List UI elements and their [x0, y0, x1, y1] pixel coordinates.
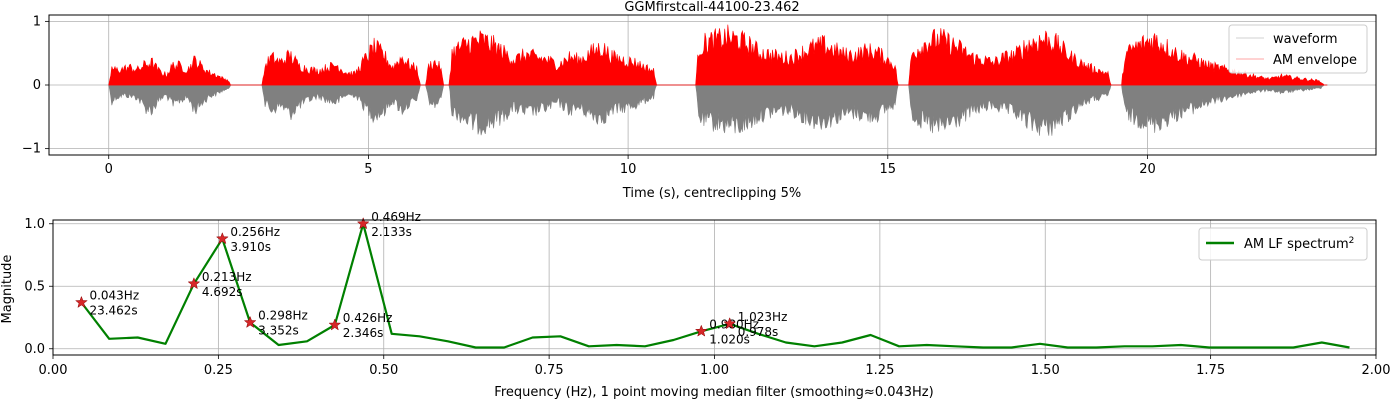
spectrum-x-tick-label: 0.50	[369, 363, 398, 378]
waveform-segment	[261, 84, 421, 124]
waveform-series	[108, 24, 1328, 136]
waveform-legend-label: waveform	[1273, 32, 1338, 47]
spectrum-line	[80, 222, 1350, 349]
spectrum-peak-frequency-label: 0.298Hz	[258, 309, 308, 323]
waveform-chart-title: GGMfirstcall-44100-23.462	[624, 0, 799, 15]
spectrum-y-tick-label: 0.0	[24, 342, 45, 357]
spectrum-peak-marker	[75, 295, 88, 308]
waveform-segment	[695, 84, 899, 134]
waveform-legend[interactable]: waveform AM envelope	[1228, 24, 1368, 74]
spectrum-peak-marker	[243, 315, 257, 328]
spectrum-peak-frequency-label: 1.023Hz	[738, 310, 788, 324]
waveform-x-tick-label: 15	[880, 162, 897, 177]
waveform-x-tick-label: 10	[620, 162, 637, 177]
spectrum-peak-period-label: 2.346s	[343, 326, 384, 340]
envelope-segment	[425, 59, 445, 86]
waveform-ticks: 0 5 10 15 20 −1 0 1	[22, 14, 1156, 177]
spectrum-legend-superscript: 2	[1349, 236, 1355, 246]
spectrum-peak-frequency-label: 0.426Hz	[343, 311, 393, 325]
spectrum-legend-name: AM LF spectrum	[1244, 237, 1349, 252]
spectrum-x-tick-label: 2.00	[1362, 363, 1390, 378]
spectrum-y-tick-label: 0.5	[24, 279, 45, 294]
spectrum-peak-period-label: 3.910s	[230, 240, 271, 254]
spectrum-peak-marker	[215, 232, 229, 245]
waveform-segment	[108, 84, 232, 116]
spectrum-peak-marker	[723, 317, 737, 330]
spectrum-peak-period-label: 1.020s	[709, 332, 750, 346]
spectrum-peak-frequency-label: 0.469Hz	[371, 210, 421, 224]
spectrum-peak-period-label: 4.692s	[202, 285, 243, 299]
spectrum-peak-marker	[694, 324, 708, 337]
spectrum-peak-frequency-label: 0.043Hz	[89, 289, 139, 303]
spectrum-peak-period-label: 23.462s	[89, 304, 137, 318]
spectrum-x-tick-label: 0.75	[535, 363, 564, 378]
waveform-x-axis-label: Time (s), centreclipping 5%	[622, 186, 801, 201]
waveform-x-tick-label: 0	[105, 162, 113, 177]
waveform-segment	[425, 84, 445, 109]
waveform-y-tick-label: 0	[33, 78, 41, 93]
waveform-x-tick-label: 20	[1139, 162, 1156, 177]
spectrum-x-tick-label: 1.25	[865, 363, 894, 378]
spectrum-x-tick-label: 1.75	[1196, 363, 1225, 378]
spectrum-peak-period-label: 3.352s	[258, 324, 299, 338]
spectrum-peak-period-label: 0.978s	[738, 325, 779, 339]
spectrum-x-tick-label: 0.00	[39, 363, 68, 378]
waveform-segment	[448, 84, 658, 136]
spectrum-x-tick-label: 0.25	[204, 363, 233, 378]
envelope-segment	[1121, 33, 1325, 86]
spectrum-peak-frequency-label: 0.213Hz	[202, 270, 252, 284]
spectrum-x-tick-label: 1.00	[700, 363, 729, 378]
spectrum-y-axis-label: Magnitude	[0, 255, 15, 324]
waveform-y-tick-label: −1	[22, 142, 41, 157]
waveform-segment	[908, 84, 1112, 136]
spectrum-peak-marker	[328, 318, 342, 331]
spectrum-peak-frequency-label: 0.980Hz	[709, 317, 759, 331]
envelope-segment	[908, 28, 1112, 86]
spectrum-legend[interactable]: AM LF spectrum2	[1198, 227, 1368, 261]
spectrum-peak-period-label: 2.133s	[371, 225, 412, 239]
spectrum-legend-label: AM LF spectrum2	[1244, 236, 1354, 252]
waveform-y-tick-label: 1	[33, 14, 41, 29]
spectrum-y-tick-label: 1.0	[24, 217, 45, 232]
spectrum-peak-marker	[187, 277, 201, 290]
spectrum-peak-frequency-label: 0.256Hz	[230, 225, 280, 239]
envelope-segment	[448, 30, 658, 86]
spectrum-peak-marker	[356, 217, 370, 230]
spectrum-x-tick-label: 1.50	[1031, 363, 1060, 378]
envelope-legend-label: AM envelope	[1273, 53, 1357, 68]
spectrum-legend-box	[1198, 227, 1368, 261]
waveform-chart: GGMfirstcall-44100-23.462 0 5 10 15 20 −1 0 1 T…	[22, 0, 1377, 201]
waveform-segment	[1121, 84, 1325, 133]
envelope-segment	[695, 24, 899, 86]
waveform-x-tick-label: 5	[364, 162, 372, 177]
waveform-legend-box	[1228, 24, 1368, 74]
envelope-segment	[108, 55, 232, 86]
spectrum-x-axis-label: Frequency (Hz), 1 point moving median fi…	[494, 385, 933, 400]
spectrum-ticks: 0.00 0.25 0.50 0.75 1.00 1.25 1.50 1.75 2.00 0.0 0…	[24, 217, 1390, 378]
envelope-segment	[261, 37, 421, 86]
